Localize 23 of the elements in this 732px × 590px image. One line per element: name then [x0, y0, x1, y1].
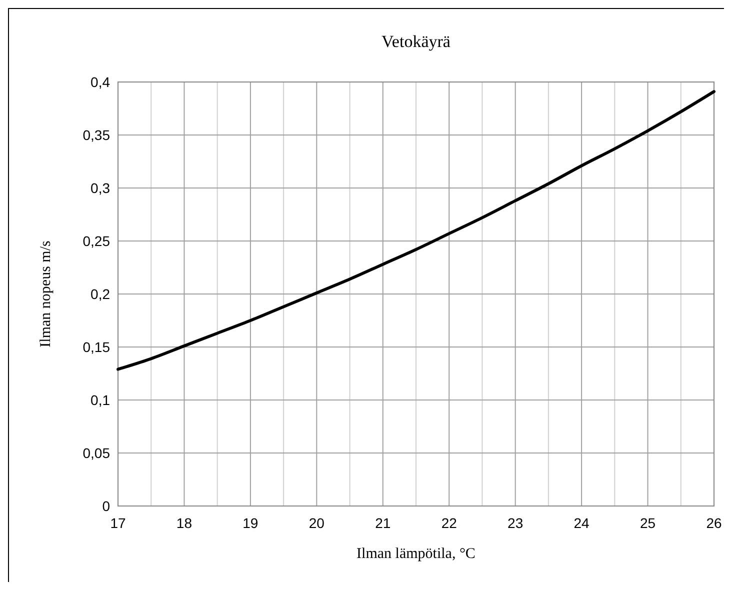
- y-axis-title: Ilman nopeus m/s: [38, 240, 54, 348]
- x-tick-label: 25: [640, 515, 656, 531]
- x-tick-label: 21: [375, 515, 391, 531]
- y-tick-label: 0,2: [90, 286, 110, 302]
- x-tick-label: 18: [176, 515, 192, 531]
- x-tick-label: 20: [308, 515, 325, 531]
- y-tick-label: 0,15: [82, 339, 110, 355]
- y-tick-label: 0: [102, 498, 110, 514]
- x-tick-label: 19: [242, 515, 258, 531]
- y-tick-label: 0,25: [82, 233, 110, 249]
- x-tick-label: 26: [706, 515, 722, 531]
- y-tick-label: 0,05: [82, 445, 110, 461]
- x-tick-label: 24: [574, 515, 590, 531]
- y-tick-label: 0,4: [90, 74, 110, 90]
- y-tick-label: 0,3: [90, 180, 110, 196]
- y-tick-label: 0,1: [90, 392, 110, 408]
- chart-title: Vetokäyrä: [382, 32, 451, 51]
- x-tick-label: 22: [441, 515, 458, 531]
- x-tick-label: 17: [110, 515, 126, 531]
- line-series: [116, 90, 716, 371]
- x-tick-label: 23: [508, 515, 524, 531]
- y-tick-label: 0,35: [82, 127, 110, 143]
- x-axis-title: Ilman lämpötila, °C: [356, 546, 476, 562]
